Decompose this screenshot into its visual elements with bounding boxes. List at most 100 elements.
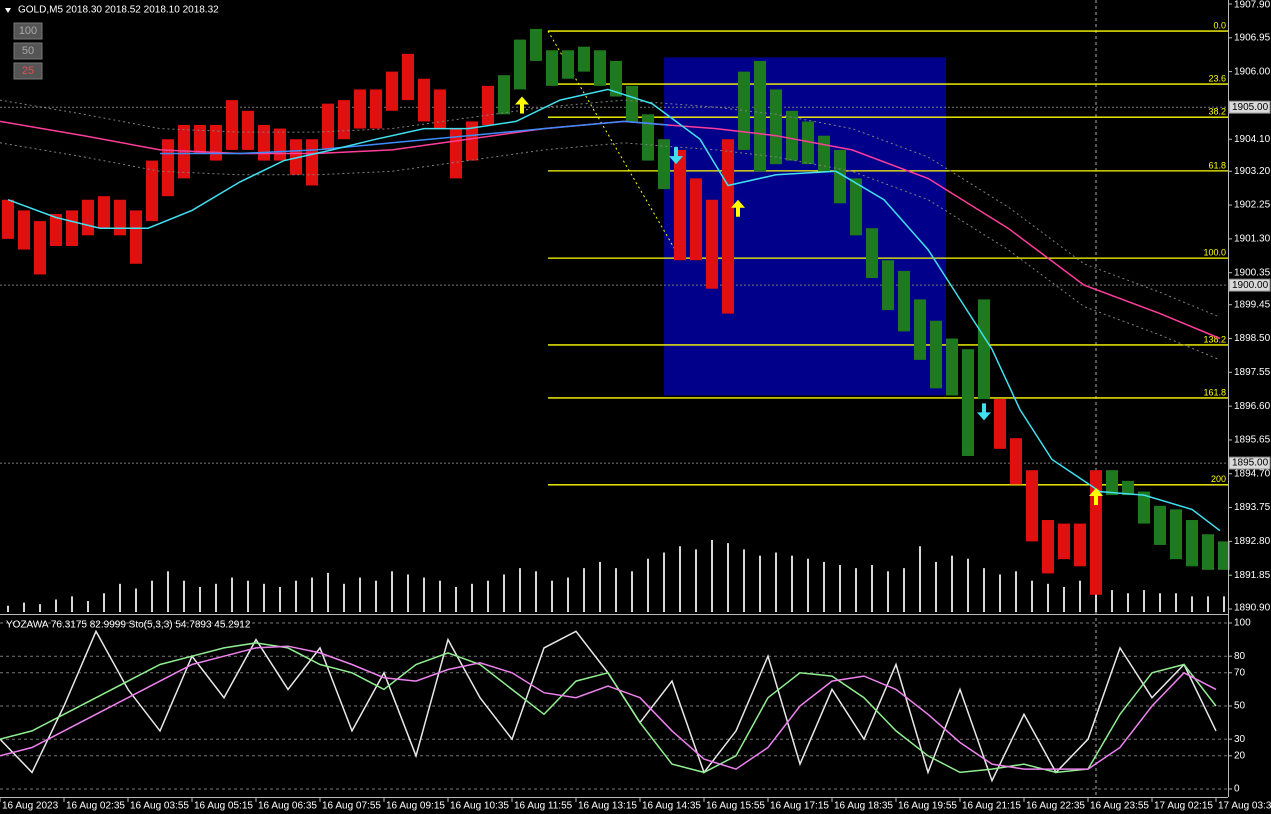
y-tick-label: 1902.25	[1234, 200, 1271, 211]
price-bar	[1218, 541, 1230, 570]
price-bar	[338, 100, 350, 140]
price-bar	[82, 199, 94, 236]
price-bar	[418, 78, 430, 122]
volume-bar	[695, 549, 697, 612]
y-tick-label: 50	[1234, 701, 1246, 712]
price-bar	[658, 139, 670, 190]
zoom-button[interactable]: 25	[13, 62, 43, 80]
oscillator-line	[0, 642, 1217, 774]
volume-bar	[279, 586, 281, 612]
volume-bar	[727, 543, 729, 612]
volume-bar	[247, 580, 249, 612]
price-bar	[1026, 470, 1038, 542]
fib-label: 138.2	[1203, 334, 1226, 344]
volume-bar	[343, 583, 345, 612]
volume-bar	[295, 580, 297, 612]
price-bar	[562, 50, 574, 79]
price-bar	[290, 139, 302, 175]
volume-bar	[951, 555, 953, 612]
price-bar	[706, 199, 718, 289]
y-tick-label: 1903.20	[1234, 166, 1271, 177]
price-bar	[882, 260, 894, 311]
volume-bar	[183, 580, 185, 612]
volume-bar	[1191, 596, 1193, 612]
oscillator-line	[0, 645, 1217, 770]
price-bar	[978, 299, 990, 400]
volume-bar	[375, 580, 377, 612]
price-bar	[1170, 509, 1182, 560]
volume-bar	[535, 571, 537, 612]
volume-bar	[807, 558, 809, 612]
volume-bar	[215, 583, 217, 612]
button-label: 25	[22, 65, 34, 77]
x-tick-label: 16 Aug 19:55	[898, 801, 957, 812]
price-bar	[834, 149, 846, 204]
volume-bar	[935, 561, 937, 612]
volume-bar	[711, 540, 713, 612]
price-bar	[738, 71, 750, 150]
x-tick-label: 17 Aug 03:35	[1218, 801, 1271, 812]
volume-bar	[1015, 571, 1017, 612]
y-tick-label: 1892.80	[1234, 536, 1271, 547]
volume-bar	[167, 571, 169, 612]
button-face	[13, 22, 43, 40]
chart-title: GOLD,M5 2018.30 2018.52 2018.10 2018.32	[18, 5, 219, 16]
volume-bar	[791, 555, 793, 612]
price-bar	[594, 50, 606, 86]
price-bar	[66, 210, 78, 246]
price-bar	[210, 125, 222, 161]
trend-line	[547, 30, 681, 259]
x-tick-label: 16 Aug 07:55	[322, 801, 381, 812]
price-bar	[578, 46, 590, 72]
y-tick-label: 20	[1234, 750, 1246, 761]
volume-bar	[1159, 593, 1161, 612]
volume-bar	[327, 572, 329, 612]
price-bar	[930, 320, 942, 389]
volume-bar	[983, 568, 985, 612]
volume-bar	[55, 599, 57, 612]
volume-bar	[567, 577, 569, 612]
y-tick-label: 1898.50	[1234, 333, 1271, 344]
zoom-button[interactable]: 50	[13, 42, 43, 60]
price-bar	[194, 125, 206, 154]
volume-bar	[87, 601, 89, 612]
volume-bar	[359, 577, 361, 612]
price-bar	[1106, 470, 1118, 496]
price-bar	[1186, 520, 1198, 567]
price-bar	[514, 39, 526, 90]
price-bar	[354, 89, 366, 129]
fib-label: 161.8	[1203, 387, 1226, 397]
price-bar	[306, 139, 318, 186]
price-label: 1895.00	[1232, 458, 1269, 469]
indicator-title: YOZAWA 76.3175 82.9999 Sto(5,3,3) 54.789…	[6, 620, 251, 631]
price-bar	[370, 89, 382, 129]
zoom-button[interactable]: 100	[13, 22, 43, 40]
volume-bar	[887, 571, 889, 612]
volume-bar	[1111, 590, 1113, 612]
price-bar	[386, 71, 398, 111]
price-bar	[786, 110, 798, 161]
price-bar	[642, 114, 654, 161]
x-tick-label: 16 Aug 13:15	[578, 801, 637, 812]
moving-average	[160, 120, 669, 155]
x-tick-label: 16 Aug 02:35	[66, 801, 125, 812]
volume-bar	[263, 583, 265, 612]
volume-bar	[103, 593, 105, 612]
volume-bar	[1047, 583, 1049, 612]
volume-bar	[1095, 590, 1097, 612]
price-bar	[1058, 523, 1070, 560]
volume-bar	[871, 565, 873, 612]
menu-triangle[interactable]	[5, 8, 11, 13]
y-tick-label: 100	[1234, 618, 1251, 629]
volume-bar	[839, 565, 841, 612]
volume-bar	[903, 568, 905, 612]
y-tick-label: 1900.35	[1234, 267, 1271, 278]
volume-bar	[1207, 596, 1209, 612]
price-bar	[34, 221, 46, 275]
volume-bar	[487, 580, 489, 612]
x-tick-label: 16 Aug 21:15	[962, 801, 1021, 812]
price-bar	[482, 85, 494, 125]
x-tick-label: 16 Aug 23:55	[1090, 801, 1149, 812]
price-bar	[546, 50, 558, 86]
y-tick-label: 1899.45	[1234, 299, 1271, 310]
